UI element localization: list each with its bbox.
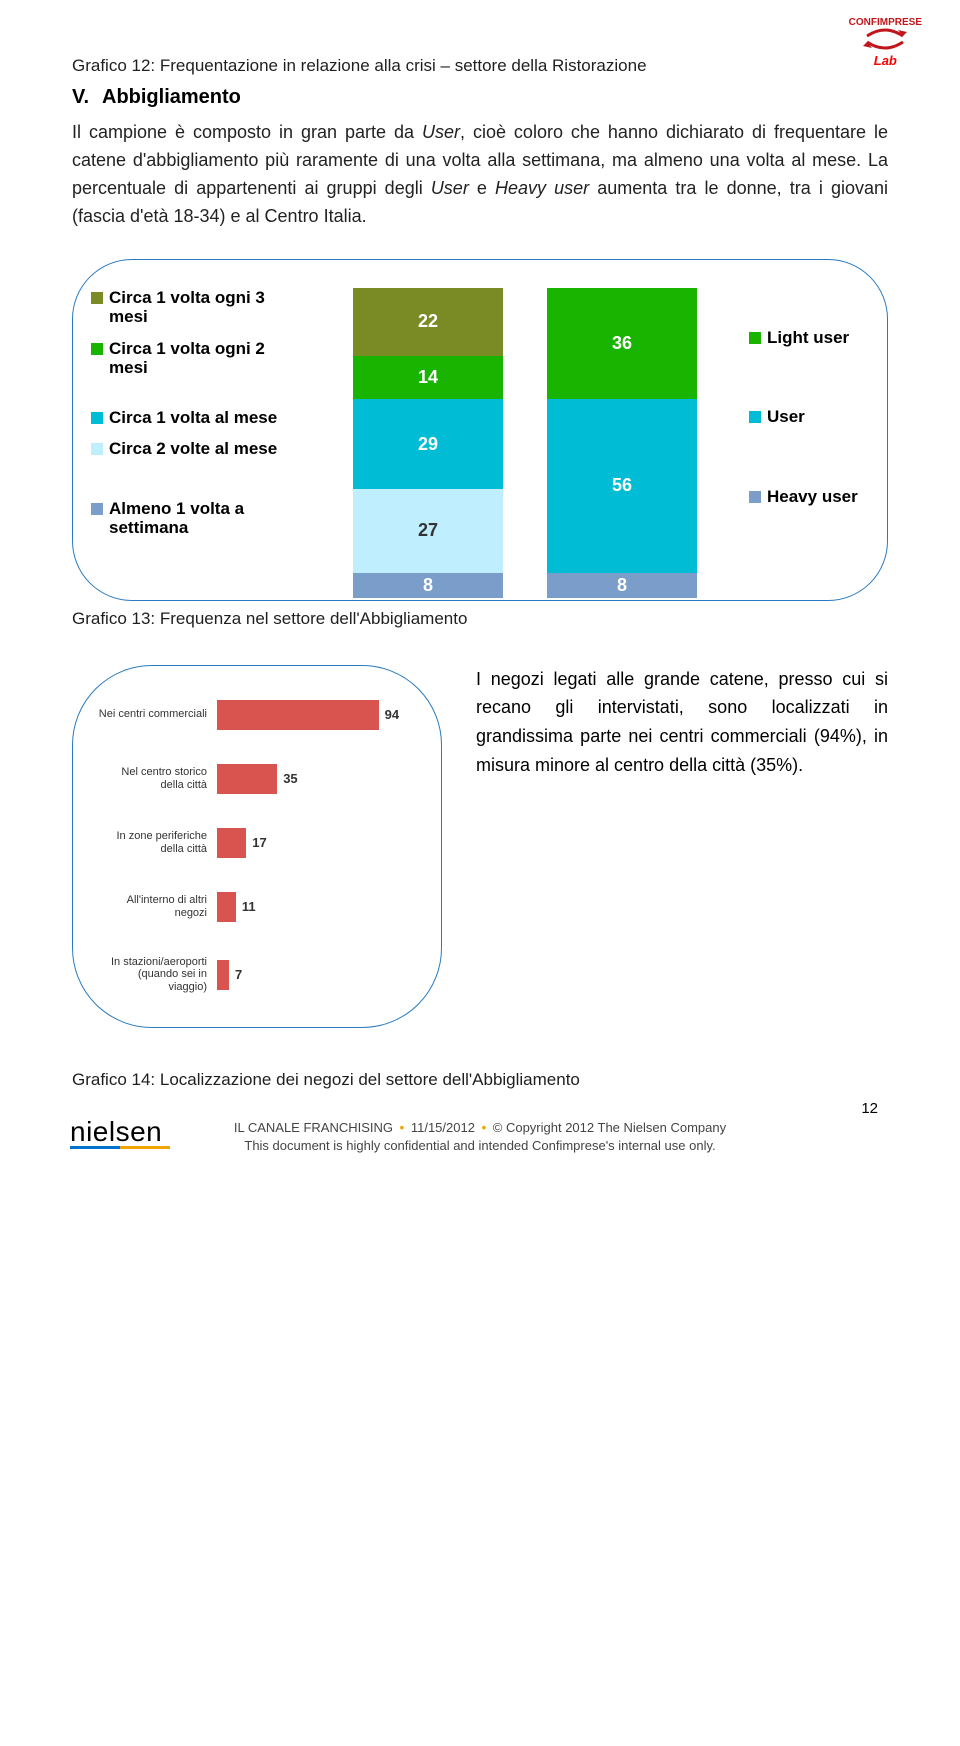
chart-13-bars: 827291422 85636 <box>319 288 731 600</box>
bar-segment: 14 <box>353 356 503 399</box>
bar-segment: 27 <box>353 489 503 573</box>
bar-segment: 8 <box>547 573 697 598</box>
chart-14-card: Nei centri commerciali 94 Nel centro sto… <box>72 665 442 1029</box>
legend-swatch <box>749 411 761 423</box>
legend-swatch <box>91 443 103 455</box>
para-italic: Heavy user <box>495 178 597 198</box>
section-title: Abbigliamento <box>102 86 241 108</box>
hbar-label: All'interno di altri negozi <box>97 894 207 919</box>
chart-14-side-text: I negozi legati alle grande catene, pres… <box>476 665 888 780</box>
bar-segment: 8 <box>353 573 503 598</box>
para-italic: User <box>431 178 469 198</box>
chart-14-row: Nei centri commerciali 94 Nel centro sto… <box>72 665 888 1029</box>
legend-swatch <box>91 503 103 515</box>
para-text: Il campione è composto in gran parte da <box>72 122 422 142</box>
chart-13-right-legend: Light user User Heavy user <box>749 288 869 600</box>
legend-label: Circa 2 volte al mese <box>109 439 277 459</box>
para-text: e <box>469 178 495 198</box>
footer-dot-icon: • <box>397 1120 408 1135</box>
hbar-label: Nei centri commerciali <box>97 708 207 721</box>
bar-segment: 36 <box>547 288 697 400</box>
hbar-track: 11 <box>217 892 389 922</box>
legend-item: Circa 1 volta ogni 3 mesi <box>91 288 301 327</box>
hbar-bar <box>217 960 229 990</box>
legend-swatch <box>749 491 761 503</box>
chart-13-left-legend: Circa 1 volta ogni 3 mesi Circa 1 volta o… <box>91 288 301 600</box>
hbar-value: 11 <box>236 892 256 922</box>
hbar-track: 7 <box>217 960 389 990</box>
legend-label: User <box>767 407 805 427</box>
nielsen-logo: nielsen <box>70 1116 170 1149</box>
hbar-value: 35 <box>277 764 297 794</box>
legend-swatch <box>91 343 103 355</box>
intro-paragraph: Il campione è composto in gran parte da … <box>72 119 888 231</box>
legend-item: Light user <box>749 328 869 348</box>
legend-swatch <box>91 292 103 304</box>
hbar-row: All'interno di altri negozi 11 <box>97 892 389 922</box>
footer-date: 11/15/2012 <box>411 1120 475 1135</box>
hbar-bar <box>217 892 236 922</box>
legend-item: Heavy user <box>749 487 869 507</box>
bar-segment: 56 <box>547 399 697 573</box>
legend-swatch <box>749 332 761 344</box>
confimprese-logo: CONFIMPRESE Lab <box>849 18 922 67</box>
hbar-row: Nei centri commerciali 94 <box>97 700 389 730</box>
hbar-track: 17 <box>217 828 389 858</box>
hbar-value: 94 <box>379 700 399 730</box>
logo-brand: CONFIMPRESE <box>849 18 922 28</box>
legend-item: User <box>749 407 869 427</box>
legend-label: Circa 1 volta ogni 3 mesi <box>109 288 301 327</box>
legend-item: Circa 1 volta al mese <box>91 408 301 428</box>
legend-label: Circa 1 volta al mese <box>109 408 277 428</box>
chart-13-card: Circa 1 volta ogni 3 mesi Circa 1 volta o… <box>72 259 888 601</box>
nielsen-text: nielsen <box>70 1116 170 1148</box>
legend-item: Circa 2 volte al mese <box>91 439 301 459</box>
bar-segment: 22 <box>353 288 503 356</box>
footer-confidential: This document is highly confidential and… <box>244 1138 715 1153</box>
footer: IL CANALE FRANCHISING • 11/15/2012 • © C… <box>72 1119 888 1154</box>
legend-item: Almeno 1 volta a settimana <box>91 499 301 538</box>
hbar-row: In stazioni/aeroporti (quando sei in via… <box>97 956 389 994</box>
legend-label: Circa 1 volta ogni 2 mesi <box>109 339 301 378</box>
hbar-track: 94 <box>217 700 389 730</box>
hbar-label: In zone periferiche della città <box>97 830 207 855</box>
caption-grafico-14: Grafico 14: Localizzazione dei negozi de… <box>72 1070 888 1090</box>
hbar-row: Nel centro storico della città 35 <box>97 764 389 794</box>
legend-swatch <box>91 412 103 424</box>
para-italic: User <box>422 122 460 142</box>
footer-dot-icon: • <box>479 1120 490 1135</box>
legend-label: Heavy user <box>767 487 858 507</box>
hbar-row: In zone periferiche della città 17 <box>97 828 389 858</box>
chart-13-stack-right: 85636 <box>547 288 697 598</box>
footer-title: IL CANALE FRANCHISING <box>234 1120 393 1135</box>
hbar-value: 17 <box>246 828 266 858</box>
hbar-label: In stazioni/aeroporti (quando sei in via… <box>97 956 207 994</box>
legend-label: Light user <box>767 328 849 348</box>
section-number: V. <box>72 86 102 109</box>
bar-segment: 29 <box>353 399 503 489</box>
logo-arrows-icon <box>849 28 922 54</box>
caption-grafico-13: Grafico 13: Frequenza nel settore dell'A… <box>72 609 888 629</box>
footer-copyright: © Copyright 2012 The Nielsen Company <box>493 1120 726 1135</box>
hbar-bar <box>217 700 379 730</box>
page-number: 12 <box>72 1100 888 1117</box>
hbar-value: 7 <box>229 960 242 990</box>
section-heading: V.Abbigliamento <box>72 86 888 109</box>
hbar-track: 35 <box>217 764 389 794</box>
caption-grafico-12: Grafico 12: Frequentazione in relazione … <box>72 56 888 76</box>
hbar-bar <box>217 764 277 794</box>
logo-sub: Lab <box>849 54 922 67</box>
legend-label: Almeno 1 volta a settimana <box>109 499 301 538</box>
chart-13-stack-left: 827291422 <box>353 288 503 598</box>
legend-item: Circa 1 volta ogni 2 mesi <box>91 339 301 378</box>
hbar-bar <box>217 828 246 858</box>
hbar-label: Nel centro storico della città <box>97 766 207 791</box>
